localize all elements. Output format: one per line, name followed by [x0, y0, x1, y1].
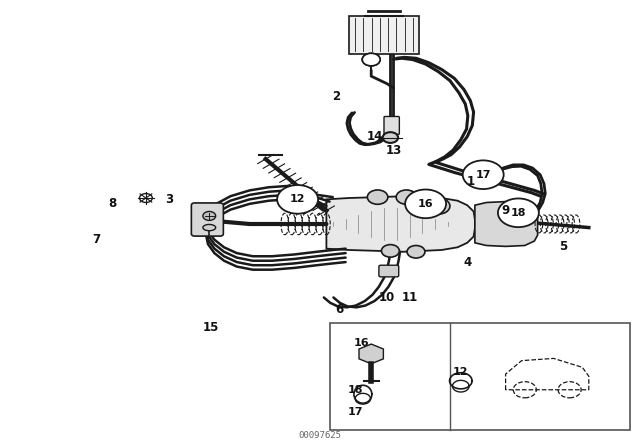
Text: 3: 3 — [166, 193, 173, 206]
Text: 4: 4 — [463, 255, 471, 269]
FancyBboxPatch shape — [384, 116, 399, 134]
Bar — [330, 323, 630, 430]
Text: 6: 6 — [335, 302, 343, 316]
Text: 8: 8 — [108, 197, 116, 211]
Text: 12: 12 — [290, 194, 305, 204]
Circle shape — [367, 190, 388, 204]
Text: 7: 7 — [92, 233, 100, 246]
Circle shape — [463, 160, 504, 189]
Circle shape — [405, 190, 446, 218]
Polygon shape — [475, 202, 538, 246]
FancyBboxPatch shape — [191, 203, 223, 236]
Text: 14: 14 — [366, 130, 383, 143]
Circle shape — [407, 246, 425, 258]
Text: 18: 18 — [348, 385, 363, 395]
Text: 9: 9 — [502, 204, 509, 217]
Text: 11: 11 — [401, 291, 418, 305]
Circle shape — [362, 53, 380, 66]
Text: 17: 17 — [476, 170, 491, 180]
Circle shape — [383, 132, 398, 143]
Circle shape — [362, 53, 380, 66]
Text: 2: 2 — [332, 90, 340, 103]
Text: 13: 13 — [385, 143, 402, 157]
FancyBboxPatch shape — [379, 265, 399, 277]
Polygon shape — [326, 196, 475, 252]
Circle shape — [277, 185, 318, 214]
Circle shape — [381, 245, 399, 257]
Text: 1: 1 — [467, 175, 474, 188]
Text: 00097625: 00097625 — [298, 431, 342, 440]
Text: 15: 15 — [203, 320, 220, 334]
Text: 10: 10 — [379, 291, 396, 305]
Circle shape — [203, 211, 216, 220]
Circle shape — [498, 198, 539, 227]
Text: 16: 16 — [418, 199, 433, 209]
Text: 16: 16 — [354, 338, 369, 348]
Ellipse shape — [195, 212, 209, 227]
Polygon shape — [359, 344, 383, 364]
Circle shape — [396, 190, 417, 204]
Text: 18: 18 — [511, 208, 526, 218]
Text: 17: 17 — [348, 407, 363, 417]
Text: 5: 5 — [559, 240, 567, 253]
Ellipse shape — [203, 224, 216, 231]
Text: 12: 12 — [453, 367, 468, 377]
Circle shape — [427, 198, 450, 214]
Bar — [349, 16, 419, 54]
